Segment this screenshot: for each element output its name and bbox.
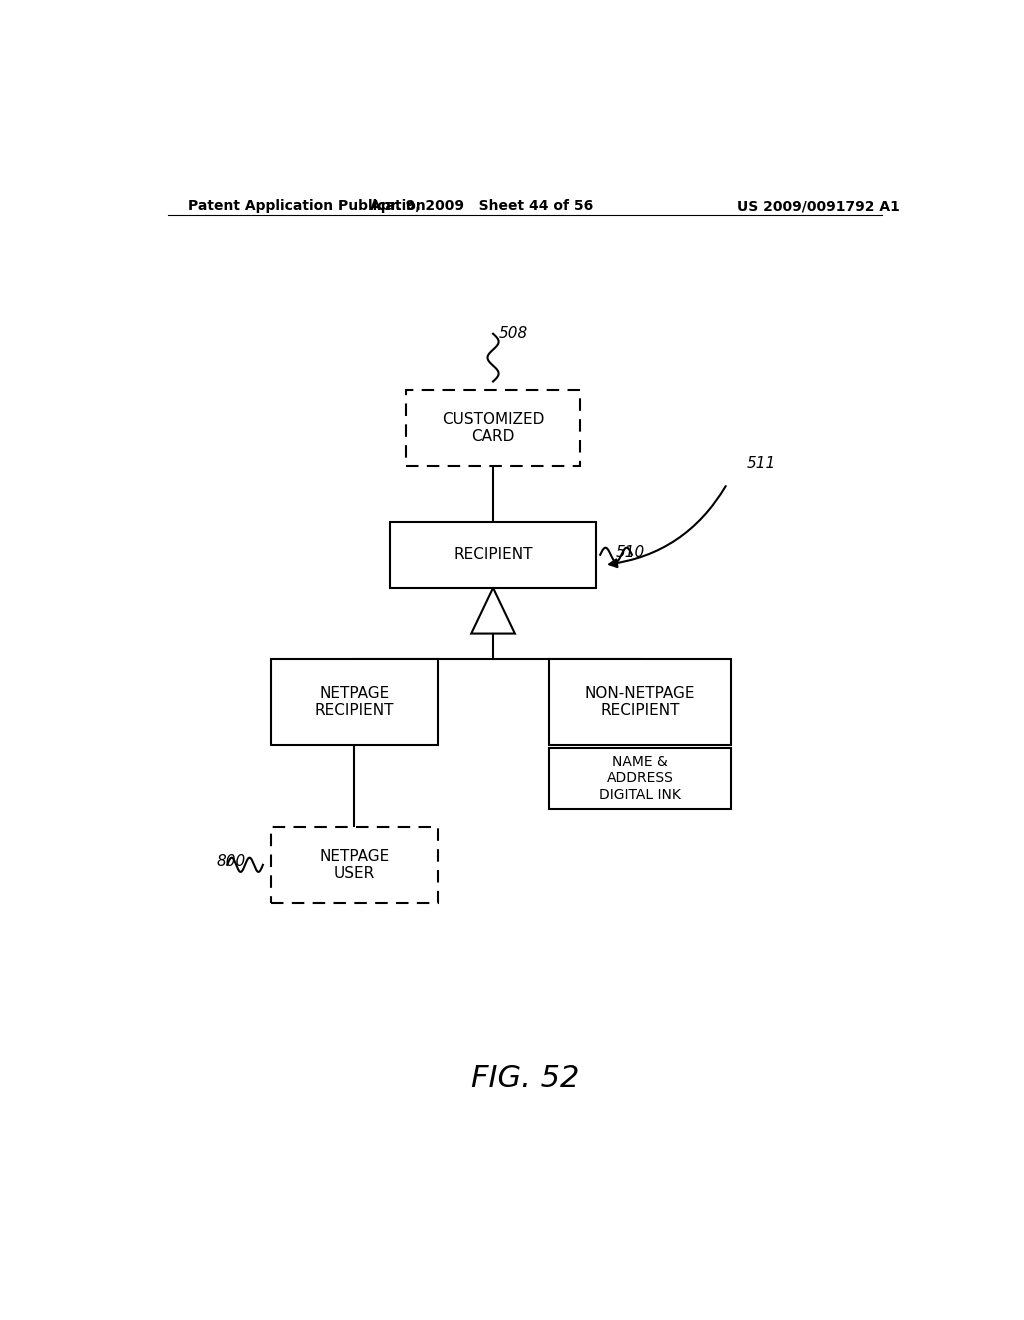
Text: 508: 508: [499, 326, 527, 342]
Bar: [549, 659, 731, 746]
Bar: [270, 826, 437, 903]
Text: Apr. 9, 2009   Sheet 44 of 56: Apr. 9, 2009 Sheet 44 of 56: [370, 199, 593, 213]
Bar: [549, 748, 731, 809]
Text: NETPAGE
USER: NETPAGE USER: [319, 849, 389, 880]
Text: US 2009/0091792 A1: US 2009/0091792 A1: [737, 199, 900, 213]
Bar: [270, 659, 437, 746]
Bar: [406, 389, 581, 466]
Text: CUSTOMIZED
CARD: CUSTOMIZED CARD: [442, 412, 544, 444]
Text: FIG. 52: FIG. 52: [471, 1064, 579, 1093]
Bar: [390, 521, 596, 587]
Text: 800: 800: [216, 854, 246, 870]
Text: NON-NETPAGE
RECIPIENT: NON-NETPAGE RECIPIENT: [585, 686, 695, 718]
Text: RECIPIENT: RECIPIENT: [454, 548, 532, 562]
Text: NETPAGE
RECIPIENT: NETPAGE RECIPIENT: [314, 686, 394, 718]
Text: 510: 510: [616, 545, 645, 560]
Text: NAME &
ADDRESS
DIGITAL INK: NAME & ADDRESS DIGITAL INK: [599, 755, 681, 801]
Text: Patent Application Publication: Patent Application Publication: [187, 199, 425, 213]
Text: 511: 511: [748, 455, 776, 471]
